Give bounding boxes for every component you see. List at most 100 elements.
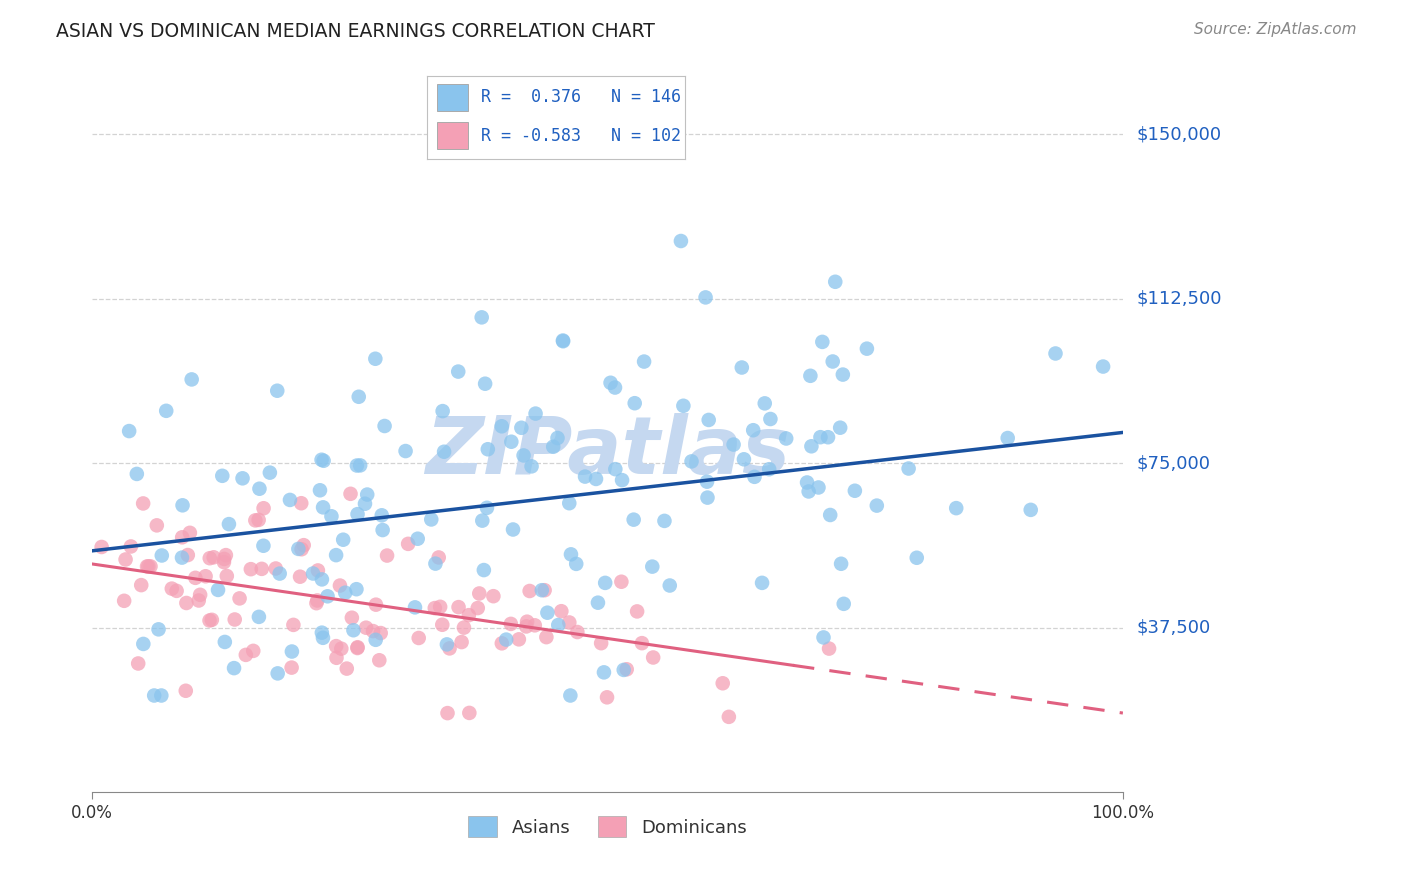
Point [125, 467, 148, 481]
Point [371, 523, 394, 537]
Point [364, 351, 387, 366]
Point [560, 689, 582, 703]
Point [551, 334, 574, 348]
Point [266, 666, 288, 681]
Point [436, 706, 458, 720]
Point [288, 570, 311, 584]
Point [347, 390, 370, 404]
Point [775, 432, 797, 446]
Point [593, 575, 616, 590]
Point [361, 624, 384, 638]
Point [166, 583, 188, 598]
Point [309, 483, 332, 498]
Point [290, 542, 312, 557]
Point [346, 507, 368, 521]
Point [394, 444, 416, 458]
Point [239, 562, 262, 576]
Point [458, 706, 481, 720]
Point [232, 471, 254, 485]
Point [591, 636, 613, 650]
Point [796, 475, 818, 490]
Point [813, 631, 835, 645]
Point [281, 644, 304, 658]
Point [269, 566, 291, 581]
Point [717, 710, 740, 724]
Text: Source: ZipAtlas.com: Source: ZipAtlas.com [1194, 22, 1357, 37]
Point [856, 342, 879, 356]
Point [439, 641, 461, 656]
Point [356, 487, 378, 501]
Point [290, 496, 312, 510]
Point [370, 626, 392, 640]
Point [751, 575, 773, 590]
Point [198, 614, 221, 628]
Point [172, 498, 194, 512]
Point [188, 588, 211, 602]
Point [519, 584, 541, 599]
Point [605, 462, 627, 476]
Point [307, 564, 329, 578]
Point [336, 662, 359, 676]
Point [553, 334, 575, 349]
Point [207, 582, 229, 597]
Point [471, 310, 494, 325]
Point [235, 648, 257, 662]
Point [897, 461, 920, 475]
Point [423, 601, 446, 615]
Point [807, 481, 830, 495]
Point [626, 604, 648, 618]
Point [453, 621, 475, 635]
Point [623, 513, 645, 527]
Point [307, 593, 329, 607]
Point [742, 423, 765, 437]
Point [250, 562, 273, 576]
Point [560, 547, 582, 561]
Point [311, 625, 333, 640]
Point [631, 636, 654, 650]
Point [697, 413, 720, 427]
Point [501, 434, 523, 449]
Point [330, 641, 353, 656]
Point [499, 616, 522, 631]
Point [283, 618, 305, 632]
Point [524, 407, 547, 421]
Point [179, 525, 201, 540]
Point [536, 630, 558, 644]
Point [1045, 346, 1067, 360]
Point [799, 368, 821, 383]
Point [547, 431, 569, 445]
Point [457, 608, 479, 623]
Text: $37,500: $37,500 [1137, 618, 1211, 637]
Point [585, 472, 607, 486]
Point [523, 618, 546, 632]
Point [160, 582, 183, 596]
Point [354, 621, 377, 635]
Point [447, 365, 470, 379]
Point [136, 559, 159, 574]
Point [280, 660, 302, 674]
Point [565, 557, 588, 571]
Point [335, 585, 357, 599]
Text: ASIAN VS DOMINICAN MEDIAN EARNINGS CORRELATION CHART: ASIAN VS DOMINICAN MEDIAN EARNINGS CORRE… [56, 22, 655, 41]
Point [533, 583, 555, 598]
Point [672, 399, 695, 413]
Point [654, 514, 676, 528]
Point [242, 644, 264, 658]
Point [830, 557, 852, 571]
Point [508, 632, 530, 647]
Point [641, 559, 664, 574]
Point [731, 360, 754, 375]
Point [831, 368, 853, 382]
Point [643, 650, 665, 665]
Point [339, 487, 361, 501]
Point [510, 421, 533, 435]
Point [754, 396, 776, 410]
Point [541, 440, 564, 454]
Point [420, 512, 443, 526]
Point [471, 514, 494, 528]
Point [547, 618, 569, 632]
Point [176, 596, 198, 610]
Point [472, 563, 495, 577]
Text: $75,000: $75,000 [1137, 454, 1211, 472]
Point [599, 376, 621, 390]
